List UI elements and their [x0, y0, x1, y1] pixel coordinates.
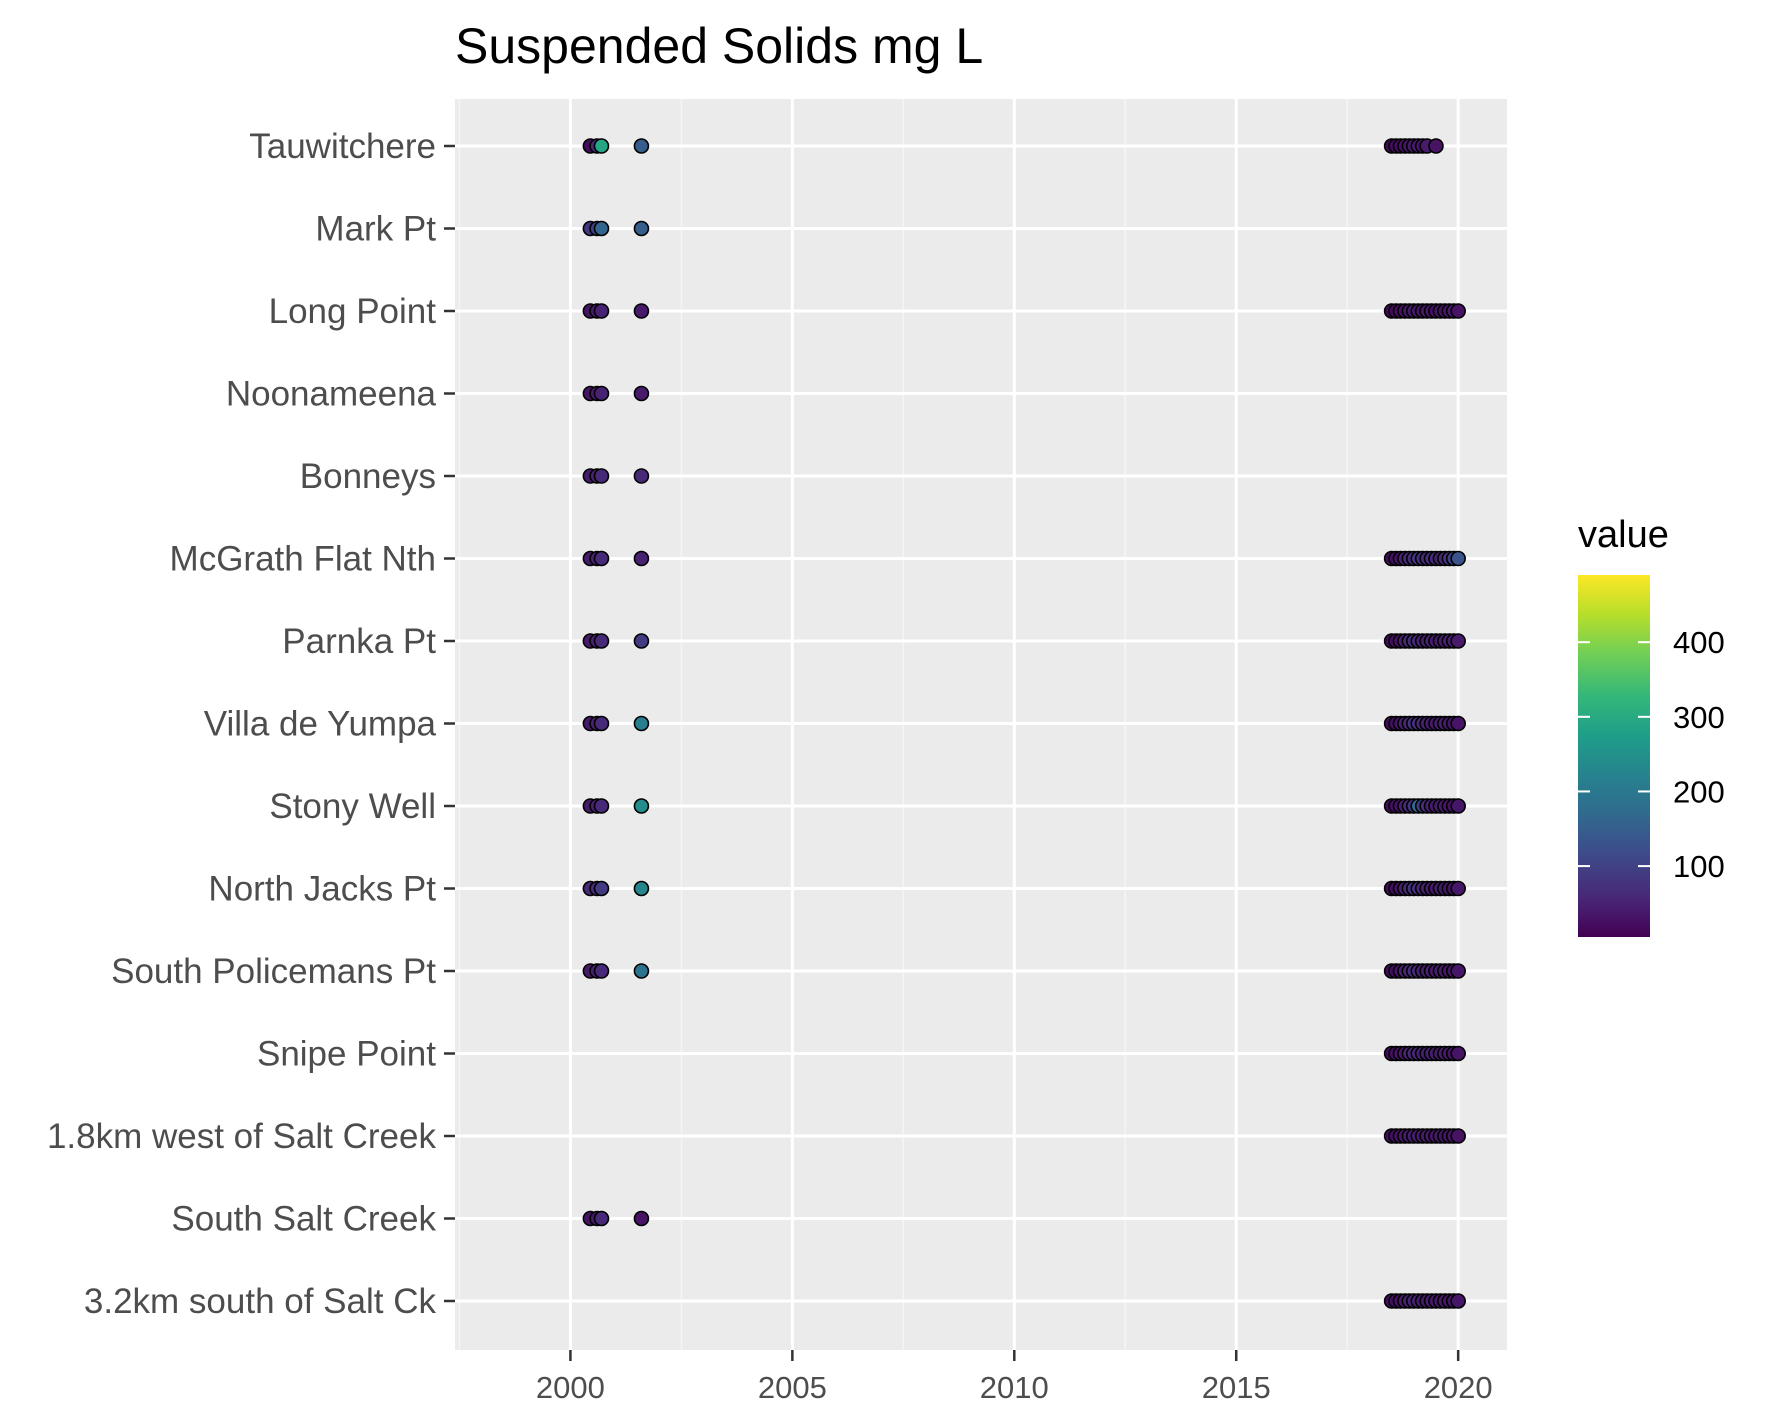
y-tick-label: North Jacks Pt: [208, 870, 436, 909]
y-tick-label: 1.8km west of Salt Creek: [47, 1117, 437, 1156]
data-point: [633, 220, 650, 237]
data-point: [1450, 303, 1466, 319]
y-tick-label: McGrath Flat Nth: [170, 540, 436, 579]
data-point: [593, 550, 610, 567]
chart-title: Suspended Solids mg L: [455, 18, 983, 74]
x-tick-label: 2000: [536, 1370, 605, 1405]
data-point: [1450, 798, 1466, 814]
data-point: [593, 963, 610, 979]
y-tick-label: 3.2km south of Salt Ck: [84, 1282, 437, 1321]
y-tick-label: South Policemans Pt: [111, 952, 436, 991]
y-tick-label: Long Point: [269, 292, 437, 331]
data-point: [633, 303, 650, 319]
y-tick-label: Parnka Pt: [282, 622, 436, 661]
x-tick-label: 2020: [1424, 1370, 1493, 1405]
legend-tick-label: 200: [1673, 774, 1725, 809]
y-tick-label: Snipe Point: [257, 1035, 436, 1074]
data-point: [633, 798, 650, 814]
y-tick-label: Tauwitchere: [249, 127, 436, 166]
colorbar: [1578, 575, 1650, 937]
data-point: [593, 385, 610, 402]
data-point: [593, 798, 610, 814]
data-point: [593, 633, 610, 649]
data-point: [1450, 880, 1466, 897]
data-point: [593, 715, 610, 732]
data-points: [582, 138, 1466, 1309]
data-point: [1450, 633, 1466, 649]
legend-tick-label: 100: [1673, 849, 1725, 884]
data-point: [593, 880, 610, 897]
y-tick-label: Stony Well: [269, 787, 436, 826]
data-point: [593, 303, 610, 319]
data-point: [1450, 1293, 1466, 1309]
x-tick-label: 2015: [1202, 1370, 1271, 1405]
data-point: [1450, 963, 1466, 979]
data-point: [633, 880, 650, 897]
y-tick-label: Noonameena: [226, 375, 437, 414]
data-point: [633, 385, 650, 402]
data-point: [593, 138, 610, 154]
data-point: [593, 1210, 610, 1227]
data-point: [633, 550, 650, 567]
legend-tick-label: 300: [1673, 700, 1725, 735]
data-point: [633, 1210, 650, 1227]
data-point: [1428, 138, 1444, 154]
data-point: [633, 715, 650, 732]
x-axis: 2000 2005 2010 2015 2020: [536, 1350, 1493, 1405]
y-axis: Tauwitchere Mark Pt Long Point Noonameena Bo…: [47, 127, 455, 1321]
legend-ticks: 100 200 300 400: [1578, 625, 1725, 884]
data-point: [633, 963, 650, 979]
data-point: [593, 220, 610, 237]
legend-title: value: [1578, 514, 1669, 556]
data-point: [1450, 550, 1466, 567]
data-point: [1450, 1128, 1466, 1144]
data-point: [1450, 715, 1466, 732]
legend-tick-label: 400: [1673, 625, 1725, 660]
y-tick-label: Mark Pt: [315, 210, 436, 249]
x-tick-label: 2005: [758, 1370, 827, 1405]
data-point: [633, 138, 650, 154]
data-point: [1450, 1045, 1466, 1062]
data-point: [633, 468, 650, 484]
data-point: [633, 633, 650, 649]
x-tick-label: 2010: [980, 1370, 1049, 1405]
color-legend: value 100 200 300 400: [1578, 514, 1725, 937]
y-tick-label: Bonneys: [300, 457, 436, 496]
y-tick-label: South Salt Creek: [171, 1200, 436, 1239]
y-tick-label: Villa de Yumpa: [204, 705, 437, 744]
data-point: [593, 468, 610, 484]
